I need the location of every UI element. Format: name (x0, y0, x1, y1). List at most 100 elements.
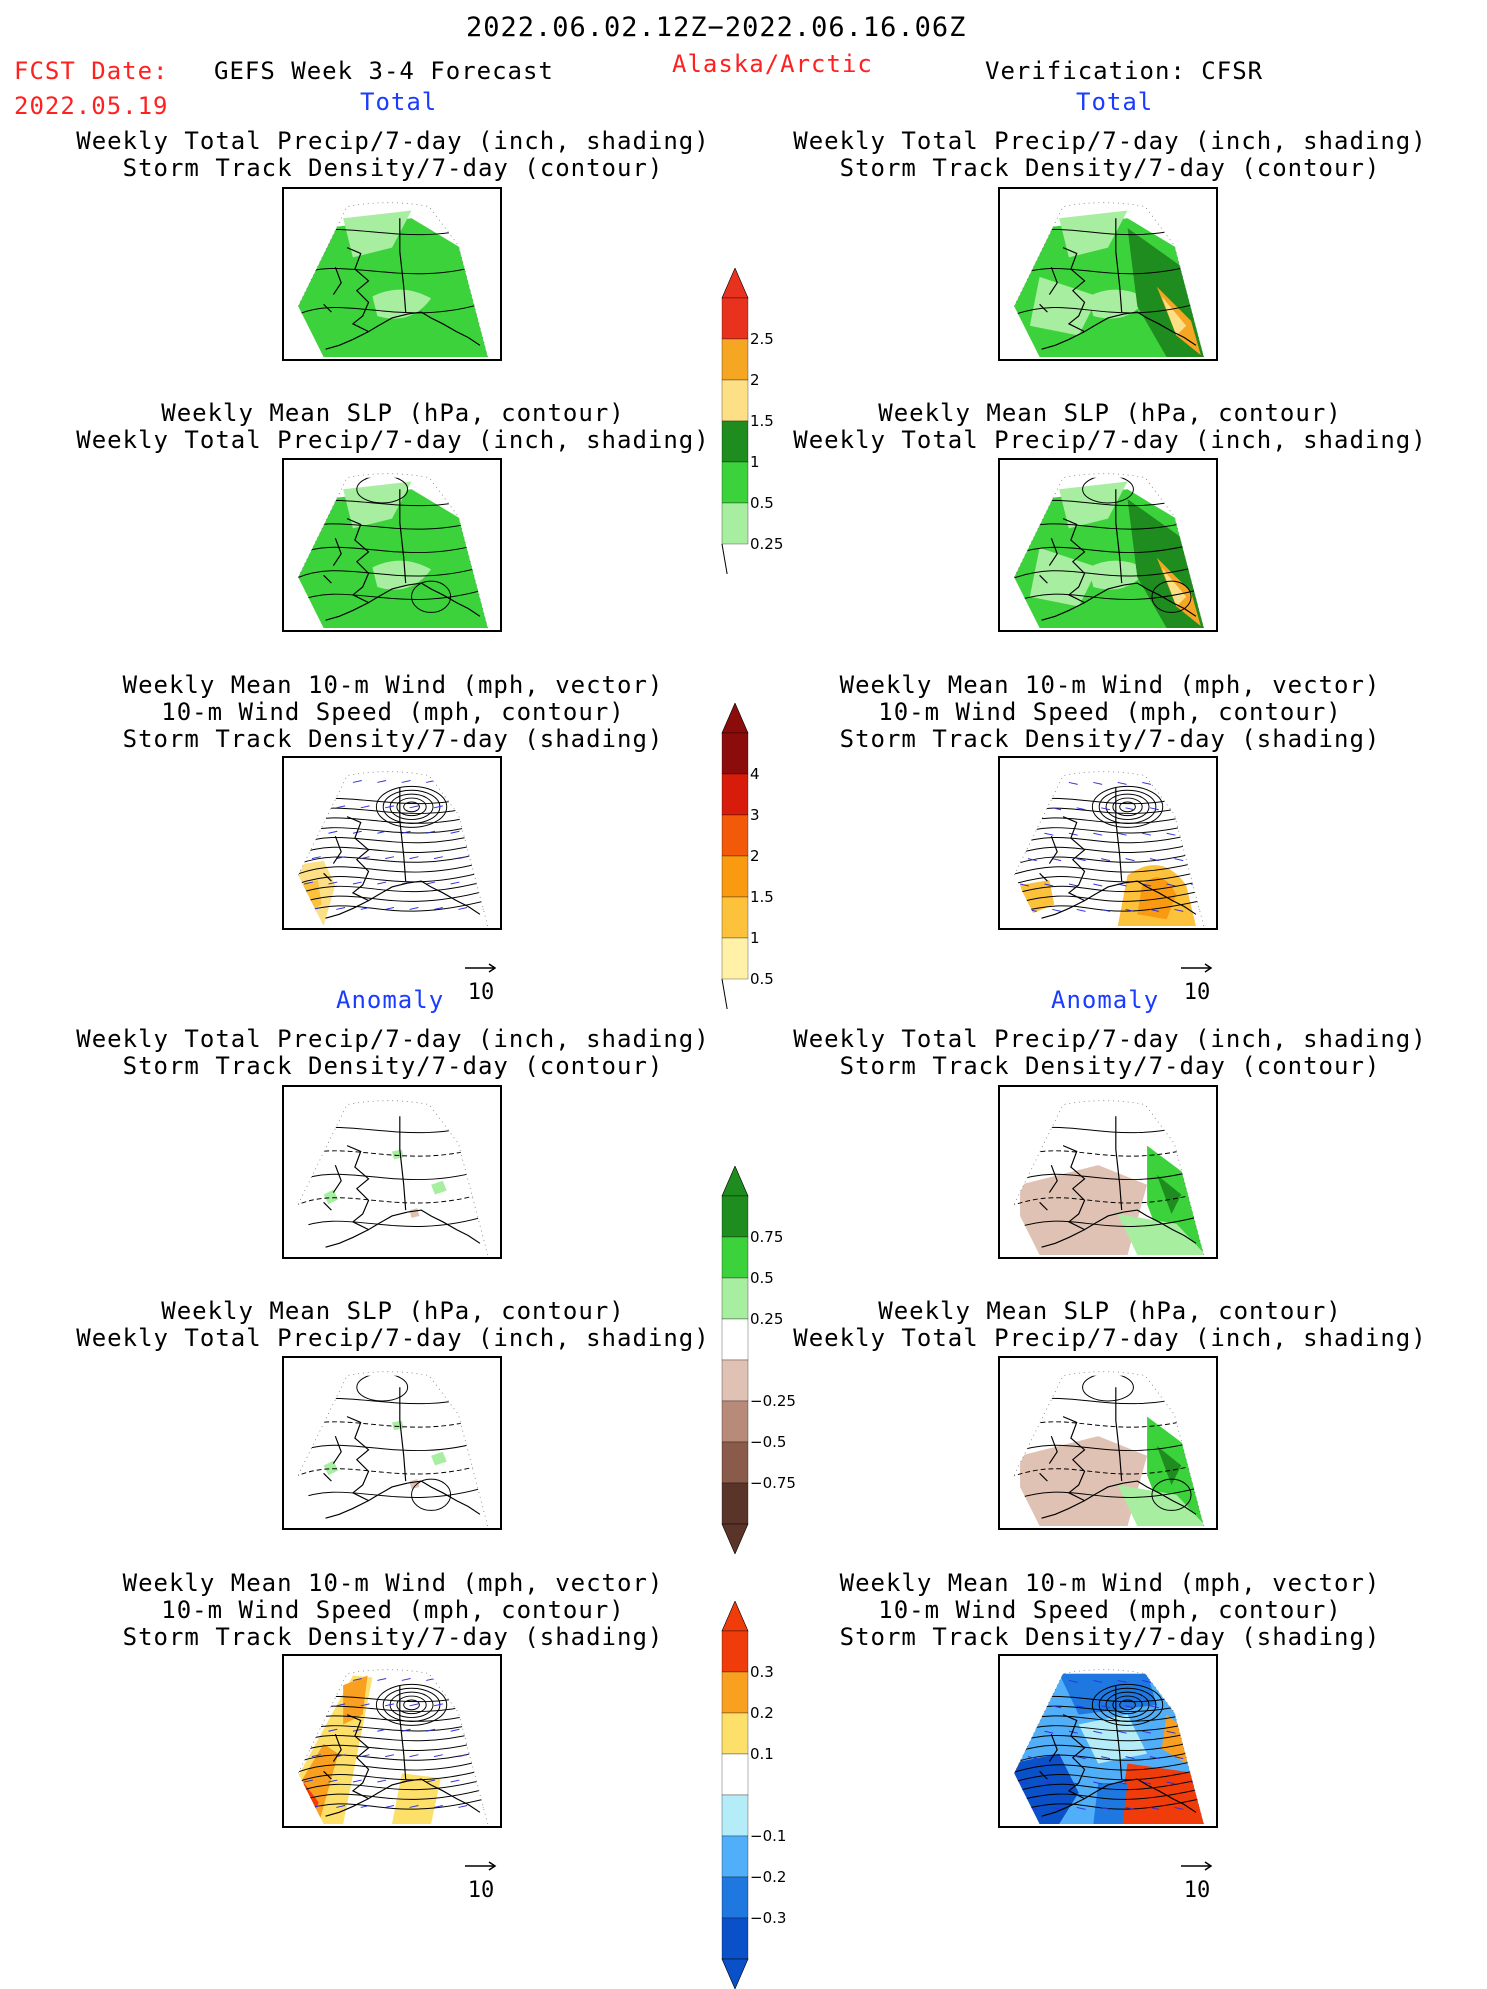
colorbar-segment (721, 1359, 749, 1402)
alaska-map (1013, 771, 1205, 927)
colorbar-segment (721, 1630, 749, 1673)
colorbar-top-arrow (721, 1166, 749, 1197)
ref-arrow-label: 10 (1183, 1878, 1211, 1903)
colorbar-top-arrow (721, 703, 749, 734)
ref-arrow-p6: 10 (1177, 955, 1217, 1005)
panel-title-p8: Weekly Total Precip/7-day (inch, shading… (790, 1026, 1430, 1080)
map-shading (1014, 1673, 1204, 1825)
map-shading (298, 1673, 488, 1825)
coastline (1039, 787, 1197, 919)
map-panel-p3 (282, 458, 502, 632)
colorbar-tick-label: 0.3 (750, 1663, 774, 1681)
colorbar-precip_anom (721, 1166, 749, 1554)
coastline (323, 787, 481, 919)
map-panel-p11 (282, 1654, 502, 1828)
colorbar-tick-label: 2.5 (750, 330, 774, 348)
ref-arrow-label: 10 (1183, 980, 1211, 1005)
colorbar-tick-label: 4 (750, 765, 760, 783)
panel-title-line: Weekly Total Precip/7-day (inch, shading… (76, 1324, 710, 1352)
fcst-date-label: FCST Date: (14, 57, 169, 85)
colorbar-segment (721, 1835, 749, 1878)
colorbar-tick-label: −0.1 (750, 1827, 787, 1845)
colorbar-segment (721, 814, 749, 857)
colorbar-segment (721, 297, 749, 340)
model-title: GEFS Week 3-4 Forecast (214, 57, 554, 85)
map-panel-p1 (282, 187, 502, 361)
ref-arrow-label: 10 (467, 1878, 495, 1903)
coastline (1039, 489, 1197, 621)
panel-title-line: Storm Track Density/7-day (shading) (839, 1623, 1381, 1651)
panel-title-line: 10-m Wind Speed (mph, contour) (161, 698, 625, 726)
colorbar-tick-label: 0.1 (750, 1745, 774, 1763)
alaska-map (1013, 473, 1205, 629)
panel-title-p2: Weekly Total Precip/7-day (inch, shading… (790, 128, 1430, 182)
colorbar-tick-label: 0.2 (750, 1704, 774, 1722)
map-panel-p10 (998, 1356, 1218, 1530)
alaska-map (1013, 202, 1205, 358)
panel-title-line: Storm Track Density/7-day (contour) (122, 154, 664, 182)
panel-title-p3: Weekly Mean SLP (hPa, contour) Weekly Tot… (73, 400, 713, 454)
panel-title-line: Weekly Total Precip/7-day (inch, shading… (76, 426, 710, 454)
colorbar-segment (721, 420, 749, 463)
colorbar-segment (721, 1195, 749, 1238)
coastline (323, 218, 481, 350)
colorbar-segment (721, 773, 749, 816)
map-shading (1014, 1375, 1204, 1527)
alaska-map (1013, 1669, 1205, 1825)
coastline (1039, 1387, 1197, 1519)
colorbar-segment (721, 461, 749, 504)
colorbar-tick-label: −0.5 (750, 1433, 787, 1451)
colorbar-segment (721, 1400, 749, 1443)
panel-title-p4: Weekly Mean SLP (hPa, contour) Weekly Tot… (790, 400, 1430, 454)
colorbar-tick-label: 0.5 (750, 1269, 774, 1287)
colorbar-tick-label: 1.5 (750, 888, 774, 906)
colorbar-tick-label: 3 (750, 806, 760, 824)
arrow-icon (1181, 963, 1213, 973)
alaska-map (297, 771, 489, 927)
map-panel-p8 (998, 1085, 1218, 1259)
arrow-icon (465, 963, 497, 973)
panel-title-line: Storm Track Density/7-day (shading) (839, 725, 1381, 753)
colorbar-segment (721, 1277, 749, 1320)
colorbar-segment (721, 1753, 749, 1796)
map-panel-p2 (998, 187, 1218, 361)
colorbar-tick-label: 0.75 (750, 1228, 784, 1246)
panel-title-line: 10-m Wind Speed (mph, contour) (878, 698, 1342, 726)
colorbar-storm_anom (721, 1601, 749, 1989)
colorbar-segment (721, 732, 749, 775)
map-panel-p6 (998, 756, 1218, 930)
map-panel-p12 (998, 1654, 1218, 1828)
panel-title-line: Weekly Mean 10-m Wind (mph, vector) (122, 1569, 664, 1597)
fcst-date-value: 2022.05.19 (14, 92, 169, 120)
colorbar-tick-label: 1 (750, 929, 760, 947)
alaska-map (297, 1100, 489, 1256)
colorbar-segment (721, 1917, 749, 1960)
coastline (323, 1387, 481, 1519)
arrow-icon (465, 1861, 497, 1871)
section-total-left: Total (360, 88, 438, 116)
panel-title-p1: Weekly Total Precip/7-day (inch, shading… (73, 128, 713, 182)
coastline (1039, 1685, 1197, 1817)
colorbar-tick-label: 0.5 (750, 494, 774, 512)
panel-title-line: Weekly Mean SLP (hPa, contour) (161, 399, 625, 427)
panel-title-p9: Weekly Mean SLP (hPa, contour) Weekly Tot… (73, 1298, 713, 1352)
coastline (1039, 1116, 1197, 1248)
panel-title-line: Weekly Total Precip/7-day (inch, shading… (76, 1025, 710, 1053)
section-total-right: Total (1076, 88, 1154, 116)
panel-title-line: Storm Track Density/7-day (contour) (122, 1052, 664, 1080)
colorbar-tick-label: −0.2 (750, 1868, 787, 1886)
panel-title-p12: Weekly Mean 10-m Wind (mph, vector) 10-m … (790, 1570, 1430, 1651)
arrow-icon (1181, 1861, 1213, 1871)
colorbar-tick-label: 1.5 (750, 412, 774, 430)
ref-arrow-p12: 10 (1177, 1853, 1217, 1903)
colorbar-tick-label: 0.5 (750, 970, 774, 988)
colorbar-tick-label: −0.3 (750, 1909, 787, 1927)
panel-title-line: Storm Track Density/7-day (contour) (839, 1052, 1381, 1080)
coastline (323, 1116, 481, 1248)
section-anomaly-left: Anomaly (336, 986, 445, 1014)
ref-arrow-label: 10 (467, 980, 495, 1005)
map-shading (298, 210, 488, 358)
period-title: 2022.06.02.12Z−2022.06.16.06Z (466, 12, 967, 43)
ref-arrow-p5: 10 (461, 955, 501, 1005)
colorbar-tick-label: −0.25 (750, 1392, 796, 1410)
